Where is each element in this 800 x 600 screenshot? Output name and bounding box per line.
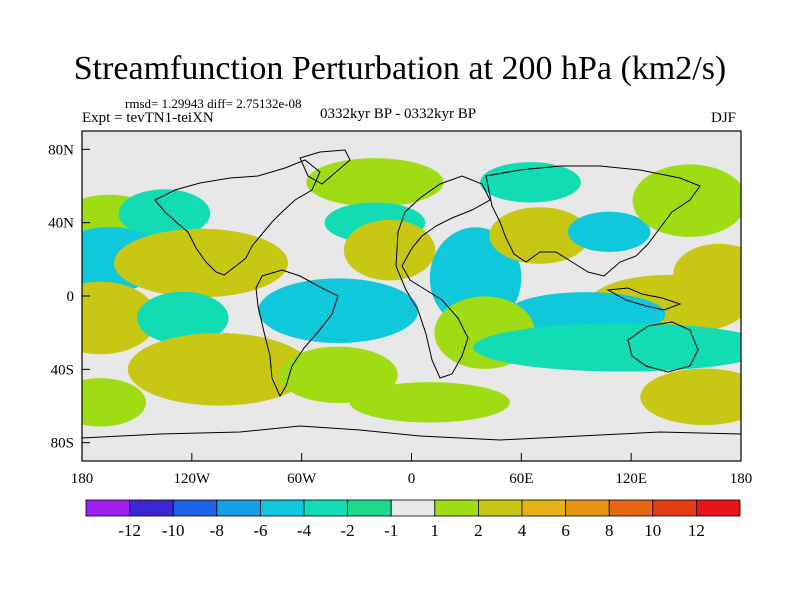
colorbar-swatch bbox=[172, 499, 218, 517]
green-cell-17 bbox=[632, 164, 741, 237]
coastline-greenland bbox=[299, 149, 351, 185]
coastline-indonesia bbox=[606, 287, 682, 311]
colorbar-label: 12 bbox=[688, 521, 705, 540]
colorbar-swatch bbox=[216, 499, 261, 517]
experiment-label: Expt = tevTN1-teiXN bbox=[82, 110, 214, 126]
green-cell-9 bbox=[278, 346, 398, 404]
green-cell-25 bbox=[349, 382, 510, 423]
cyan-cell-16 bbox=[568, 211, 651, 252]
colorbar-label: -6 bbox=[253, 521, 267, 540]
coastline-south-america bbox=[255, 269, 339, 398]
orange-cell-4 bbox=[114, 228, 288, 298]
colorbar-swatch bbox=[129, 499, 174, 517]
lon-tick-label: 60W bbox=[287, 471, 317, 487]
cyan-cell-6 bbox=[136, 291, 229, 345]
colorbar-swatch bbox=[608, 499, 654, 517]
coastline-asia bbox=[485, 165, 701, 277]
lat-tick-label: 0 bbox=[67, 289, 75, 305]
colorbar-swatch bbox=[347, 499, 392, 517]
orange-cell-8 bbox=[127, 333, 311, 406]
season-label: DJF bbox=[711, 110, 737, 126]
lat-tick-label: 40S bbox=[51, 362, 74, 378]
green-cell-10 bbox=[306, 158, 444, 207]
colorbar-label: -2 bbox=[341, 521, 355, 540]
coastline-australia bbox=[627, 321, 699, 373]
green-cell-5 bbox=[82, 281, 158, 355]
stats-text: rmsd= 1.29943 diff= 2.75132e-08 bbox=[125, 96, 302, 111]
colorbar-label: -4 bbox=[297, 521, 312, 540]
lon-tick-label: 180 bbox=[730, 471, 753, 487]
lon-tick-label: 60E bbox=[509, 471, 533, 487]
coastlines bbox=[82, 149, 741, 441]
lon-tick-label: 0 bbox=[408, 471, 416, 487]
colorbar-label: 10 bbox=[644, 521, 661, 540]
colorbar-swatch bbox=[565, 499, 610, 517]
orange-cell-23 bbox=[640, 368, 741, 426]
colorbar-swatch bbox=[477, 499, 523, 517]
colorbar-label: 6 bbox=[561, 521, 570, 540]
cyan-cell-7 bbox=[258, 278, 419, 343]
axis-ticks: 80N 40N 0 40S 80S 180 120W 60W 0 60E 120E 180 bbox=[48, 142, 752, 487]
colorbar-label: 2 bbox=[474, 521, 483, 540]
coastline-europe-africa bbox=[395, 175, 491, 379]
green-cell-14 bbox=[480, 162, 581, 203]
anomaly-field bbox=[82, 158, 741, 427]
chart-title: Streamfunction Perturbation at 200 hPa (… bbox=[73, 50, 727, 87]
colorbar-swatch bbox=[521, 499, 566, 517]
green-cell-2 bbox=[118, 189, 211, 238]
colorbar: -12 -10 -8 -6 -4 -2 -1 1 2 4 6 8 10 12 bbox=[85, 499, 741, 540]
colorbar-swatch bbox=[259, 499, 305, 517]
colorbar-swatch bbox=[303, 499, 348, 517]
cyan-cell-22 bbox=[473, 323, 741, 372]
colorbar-swatch bbox=[434, 499, 479, 517]
colorbar-swatch bbox=[390, 499, 436, 517]
lon-tick-label: 120E bbox=[615, 471, 647, 487]
colorbar-label: -1 bbox=[384, 521, 398, 540]
colorbar-label: 1 bbox=[431, 521, 440, 540]
lon-tick-label: 120W bbox=[173, 471, 211, 487]
lat-tick-label: 80S bbox=[51, 436, 74, 452]
colorbar-label: -8 bbox=[210, 521, 224, 540]
colorbar-label: 8 bbox=[605, 521, 614, 540]
colorbar-swatch bbox=[696, 499, 741, 517]
coastline-antarctica bbox=[82, 425, 741, 441]
colorbar-label: 4 bbox=[518, 521, 527, 540]
colorbar-label: -12 bbox=[118, 521, 141, 540]
orange-cell-24 bbox=[82, 378, 147, 427]
lat-tick-label: 40N bbox=[48, 216, 74, 232]
colorbar-swatch bbox=[652, 499, 697, 517]
coastline-north-america bbox=[154, 159, 321, 276]
orange-cell-15 bbox=[489, 207, 590, 264]
period-label: 0332kyr BP - 0332kyr BP bbox=[320, 106, 477, 122]
lon-tick-label: 180 bbox=[71, 471, 94, 487]
colorbar-label: -10 bbox=[162, 521, 185, 540]
lat-tick-label: 80N bbox=[48, 142, 74, 158]
orange-cell-12 bbox=[343, 219, 436, 281]
colorbar-swatch bbox=[85, 499, 130, 517]
